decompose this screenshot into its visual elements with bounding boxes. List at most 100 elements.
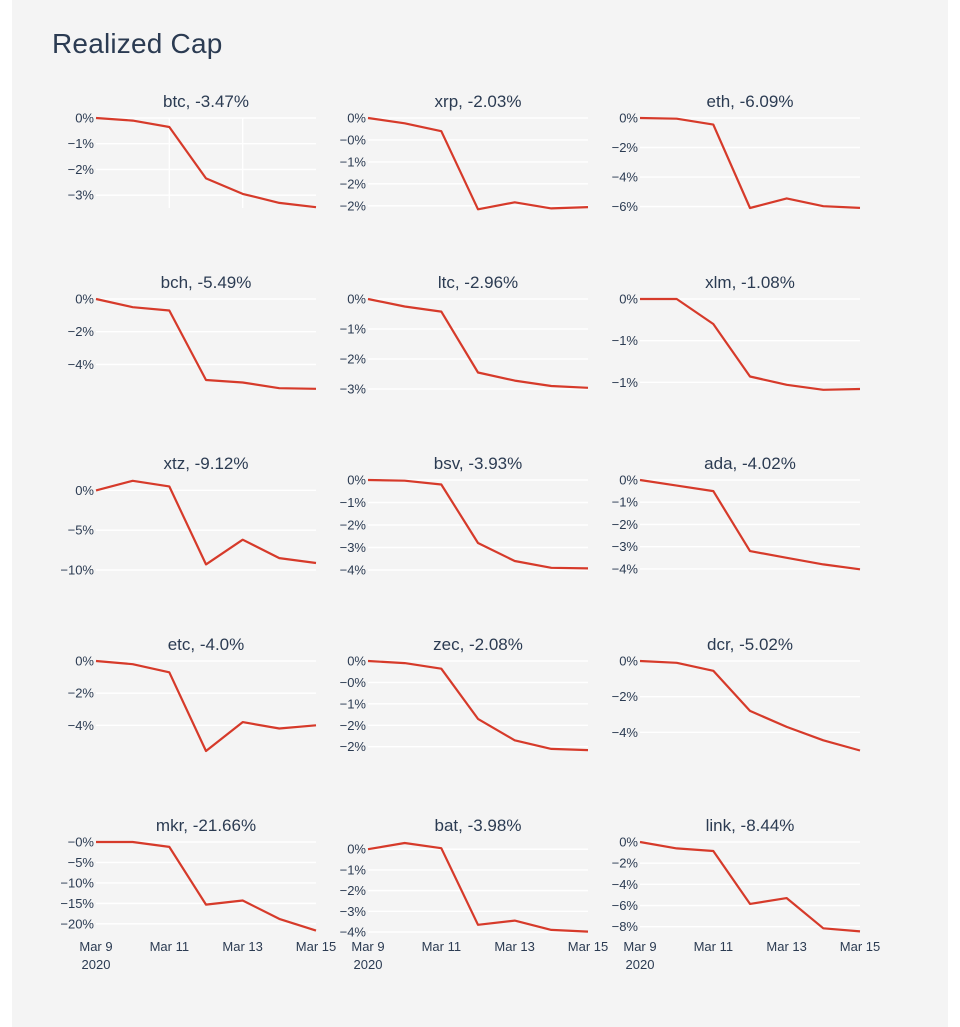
subplot-title-etc: etc, -4.0% — [168, 635, 245, 654]
subplot-title-ada: ada, -4.02% — [704, 454, 796, 473]
subplot-bat: bat, -3.98% 0% −1% −2% −3% −4%Mar 9 Mar 11 Mar … — [340, 816, 609, 972]
series-line-mkr — [96, 840, 317, 932]
y-tick-label: −1% — [612, 495, 639, 510]
y-tick-label: 0% — [347, 292, 366, 307]
y-tick-label: −4% — [68, 718, 95, 733]
y-tick-label: −1% — [612, 333, 639, 348]
subplot-eth: eth, -6.09% 0% −2% −4% −6% — [612, 92, 861, 214]
series-line-bsv — [367, 478, 589, 570]
subplot-btc: btc, -3.47% 0% −1% −2% −3% — [68, 92, 317, 209]
x-tick-label: Mar 9 — [623, 939, 656, 954]
y-tick-label: −2% — [340, 518, 367, 533]
subplot-link: link, -8.44% 0% −2% −4% −6% −8% Mar 9 Mar 11 Mar… — [612, 816, 881, 972]
subplot-bsv: bsv, -3.93% 0% −1% −2% −3% −4% — [340, 454, 589, 578]
y-tick-label: −2% — [68, 162, 95, 177]
y-tick-label: 0% — [347, 654, 366, 669]
y-tick-label: −2% — [340, 883, 367, 898]
subplot-xrp: xrp, -2.03% 0% −0% −1% −2% −2% — [340, 92, 589, 213]
y-tick-label: −2% — [340, 352, 367, 367]
series-line-ada — [639, 478, 861, 571]
y-tick-label: −4% — [340, 925, 367, 940]
y-tick-label: −1% — [340, 862, 367, 877]
y-tick-label: −4% — [68, 357, 95, 372]
y-tick-label: −8% — [612, 919, 639, 934]
y-tick-label: −3% — [340, 904, 367, 919]
x-year-label: 2020 — [626, 957, 655, 972]
x-tick-label: Mar 11 — [694, 939, 734, 954]
subplot-ada: ada, -4.02% 0% −1% −2% −3% −4% — [612, 454, 861, 576]
y-tick-label: −2% — [612, 856, 639, 871]
subplot-title-btc: btc, -3.47% — [163, 92, 249, 111]
y-tick-label: −2% — [612, 140, 639, 155]
y-tick-label: −2% — [340, 718, 367, 733]
y-tick-label: −2% — [340, 739, 367, 754]
subplot-xtz: xtz, -9.12% 0% −5% −10% — [60, 454, 317, 578]
subplot-title-dcr: dcr, -5.02% — [707, 635, 793, 654]
y-tick-label: 0% — [347, 473, 366, 488]
subplot-dcr: dcr, -5.02% 0% −2% −4% — [612, 635, 861, 752]
series-line-zec — [367, 659, 589, 752]
x-year-label: 2020 — [82, 957, 111, 972]
x-tick-label: Mar 9 — [79, 939, 112, 954]
subplot-title-link: link, -8.44% — [706, 816, 795, 835]
y-tick-label: −1% — [340, 696, 367, 711]
y-tick-label: −10% — [60, 875, 94, 890]
y-tick-label: −1% — [612, 375, 639, 390]
y-tick-label: −4% — [340, 563, 367, 578]
subplot-bch: bch, -5.49% 0% −2% −4% — [68, 273, 317, 390]
subplot-title-xrp: xrp, -2.03% — [435, 92, 522, 111]
series-line-bch — [95, 297, 317, 390]
x-tick-label: Mar 15 — [296, 939, 336, 954]
y-tick-label: 0% — [619, 473, 638, 488]
y-tick-label: −20% — [60, 916, 94, 931]
subplot-title-xlm: xlm, -1.08% — [705, 273, 795, 292]
y-tick-label: −5% — [68, 855, 95, 870]
subplot-title-zec: zec, -2.08% — [433, 635, 523, 654]
chart-panel: Realized Cap — [12, 0, 948, 1027]
subplot-title-mkr: mkr, -21.66% — [156, 816, 256, 835]
y-tick-label: −3% — [68, 188, 95, 203]
x-tick-label: Mar 13 — [222, 939, 262, 954]
y-tick-label: −6% — [612, 199, 639, 214]
y-tick-label: −4% — [612, 170, 639, 185]
series-line-ltc — [367, 297, 589, 389]
y-tick-label: −15% — [60, 896, 94, 911]
y-tick-label: 0% — [347, 111, 366, 126]
y-tick-label: −1% — [340, 154, 367, 169]
subplot-mkr: mkr, -21.66% −0% −5% −10% −15% −20% Mar 9 Mar 1… — [60, 816, 336, 972]
series-line-dcr — [639, 659, 861, 752]
subplot-etc: etc, -4.0% 0% −2% −4% — [68, 635, 317, 753]
x-tick-label: Mar 15 — [568, 939, 608, 954]
y-tick-label: −0% — [340, 675, 367, 690]
y-tick-label: 0% — [75, 292, 94, 307]
series-line-xlm — [640, 297, 861, 391]
x-year-label: 2020 — [354, 957, 383, 972]
series-line-eth — [639, 116, 861, 210]
y-tick-label: −3% — [340, 382, 367, 397]
x-tick-label: Mar 15 — [840, 939, 880, 954]
subplot-ltc: ltc, -2.96% 0% −1% −2% −3% — [340, 273, 589, 397]
series-line-link — [639, 840, 861, 933]
x-tick-label: Mar 13 — [494, 939, 534, 954]
series-line-xtz — [95, 479, 317, 566]
page-title: Realized Cap — [52, 28, 223, 59]
y-tick-label: −4% — [612, 877, 639, 892]
y-tick-label: 0% — [619, 835, 638, 850]
y-tick-label: −1% — [68, 136, 95, 151]
series-line-xrp — [367, 116, 589, 211]
x-tick-label: Mar 9 — [351, 939, 384, 954]
y-tick-label: −2% — [612, 517, 639, 532]
subplot-xlm: xlm, -1.08% 0% −1% −1% — [612, 273, 861, 391]
series-line-btc — [95, 116, 317, 209]
y-tick-label: −4% — [612, 561, 639, 576]
x-tick-label: Mar 11 — [150, 939, 190, 954]
y-tick-label: −3% — [340, 540, 367, 555]
y-tick-label: −1% — [340, 322, 367, 337]
subplot-title-bch: bch, -5.49% — [161, 273, 252, 292]
y-tick-label: 0% — [619, 111, 638, 126]
y-tick-label: −2% — [340, 198, 367, 213]
subplot-title-bsv: bsv, -3.93% — [434, 454, 523, 473]
subplot-title-xtz: xtz, -9.12% — [163, 454, 248, 473]
y-tick-label: −4% — [612, 725, 639, 740]
subplot-title-eth: eth, -6.09% — [707, 92, 794, 111]
